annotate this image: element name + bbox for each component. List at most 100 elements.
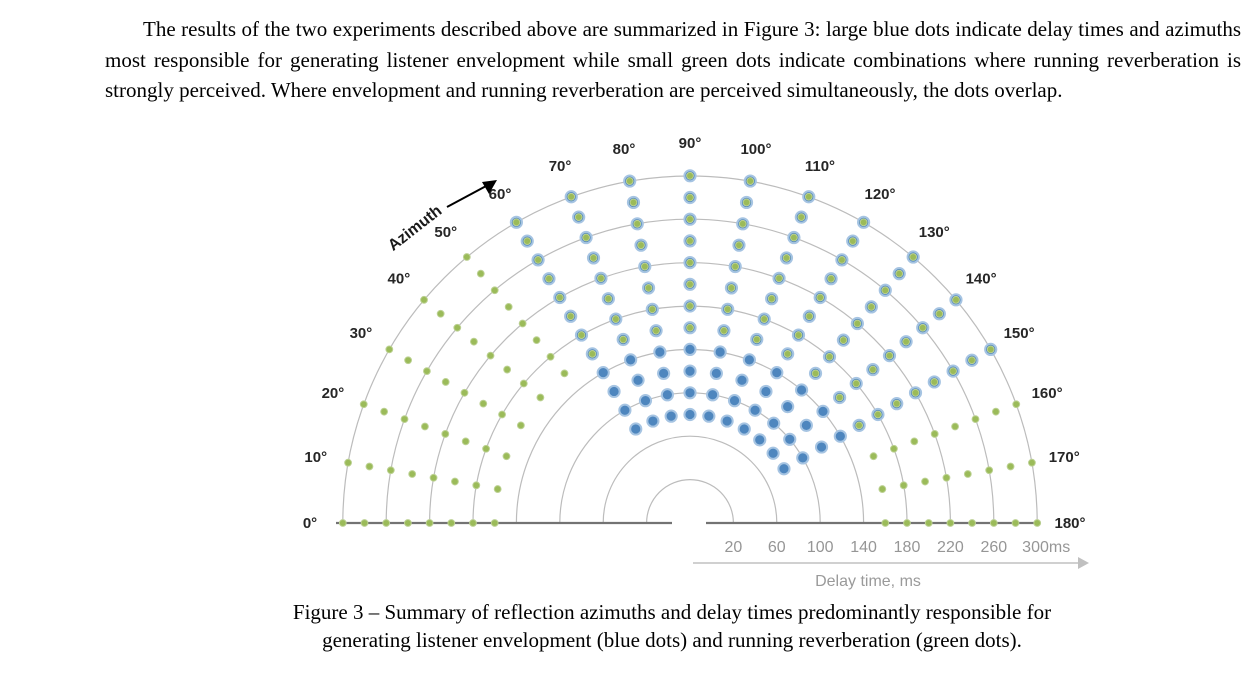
green-dot	[909, 253, 918, 261]
green-dot	[892, 399, 901, 408]
blue-dot	[833, 429, 847, 443]
green-dot	[588, 349, 597, 358]
green-dot	[686, 258, 694, 267]
green-dot	[490, 286, 499, 295]
azimuth-tick-label: 20°	[322, 385, 345, 402]
green-dot	[447, 519, 456, 527]
green-dot	[482, 444, 490, 453]
green-dot	[637, 241, 645, 250]
green-dot	[1028, 458, 1036, 467]
blue-dot	[735, 373, 749, 387]
green-dot	[895, 269, 904, 278]
azimuth-tick-label: 50°	[434, 224, 457, 241]
green-dot	[532, 336, 541, 345]
green-dot	[738, 219, 747, 228]
green-dot	[441, 378, 450, 386]
green-dot	[453, 323, 462, 332]
azimuth-tick-label: 30°	[350, 325, 373, 342]
green-dot	[611, 315, 620, 323]
green-dot	[1012, 400, 1021, 409]
green-dot	[574, 213, 583, 222]
azimuth-tick-label: 120°	[864, 186, 895, 203]
green-dot	[648, 305, 657, 314]
green-dot	[486, 351, 495, 360]
azimuth-arrow-line	[446, 184, 489, 208]
azimuth-tick-label: 140°	[966, 271, 997, 288]
blue-dot	[638, 394, 653, 408]
green-dot	[421, 422, 429, 431]
green-dot	[816, 293, 825, 302]
green-dot	[686, 323, 694, 332]
green-dot	[885, 351, 894, 360]
azimuth-arrowhead-icon	[482, 180, 497, 194]
green-dot	[720, 326, 728, 335]
green-dot	[386, 466, 395, 475]
green-dot	[400, 415, 409, 423]
green-dot	[899, 481, 908, 490]
delay-ring-gridline	[602, 435, 778, 524]
green-dot	[935, 309, 944, 318]
green-dot	[686, 280, 694, 289]
delay-ring-gridline	[646, 479, 734, 524]
delay-tick-label: 260	[980, 539, 1007, 556]
green-dot	[752, 335, 761, 344]
delay-tick-label: 60	[768, 539, 786, 556]
delay-axis-arrowhead-icon	[1078, 557, 1089, 569]
green-dot	[479, 399, 488, 408]
green-dot	[686, 193, 694, 202]
blue-dot	[607, 384, 621, 399]
green-dot	[518, 319, 527, 328]
green-dot	[827, 274, 835, 283]
green-dot	[408, 470, 417, 478]
green-dot	[462, 253, 471, 261]
green-dot	[890, 444, 898, 453]
green-dot	[604, 294, 613, 303]
blue-dot	[660, 388, 674, 402]
green-dot	[921, 477, 929, 486]
azimuth-tick-label: 150°	[1004, 325, 1035, 342]
green-dot	[848, 237, 857, 246]
azimuth-tick-label: 70°	[549, 158, 572, 175]
green-dot	[516, 421, 525, 430]
delay-tick-label: 140	[850, 539, 877, 556]
azimuth-tick-label: 80°	[613, 141, 636, 158]
azimuth-tick-label: 60°	[489, 186, 512, 203]
green-dot	[989, 519, 998, 527]
figure-caption-line1: Figure 3 – Summary of reflection azimuth…	[292, 600, 1052, 624]
azimuth-tick-label: 100°	[740, 141, 771, 158]
blue-dot	[748, 403, 762, 417]
azimuth-tick-label: 0°	[303, 515, 317, 532]
green-dot	[560, 369, 569, 378]
blue-dot	[713, 345, 727, 359]
green-dot	[686, 302, 694, 310]
green-dot	[441, 430, 450, 438]
green-dot	[852, 379, 861, 388]
green-dot	[924, 519, 933, 527]
green-dot	[577, 331, 586, 339]
green-dot	[986, 345, 995, 354]
green-dot	[742, 198, 751, 207]
green-dot	[963, 470, 972, 478]
green-dot	[498, 410, 506, 419]
green-dot	[869, 452, 878, 461]
green-dot	[985, 466, 994, 475]
green-dot	[504, 302, 513, 311]
green-dot	[918, 323, 927, 332]
green-dot	[382, 519, 391, 527]
delay-tick-label: 220	[937, 539, 964, 556]
green-dot	[502, 452, 511, 461]
delay-tick-label: 100	[807, 539, 834, 556]
blue-dot	[737, 422, 751, 436]
green-dot	[360, 519, 369, 527]
green-dot	[582, 233, 590, 242]
green-dot	[625, 177, 634, 185]
green-dot	[404, 519, 412, 527]
green-dot	[633, 219, 642, 228]
blue-dot	[770, 366, 784, 380]
green-dot	[512, 218, 521, 227]
green-dot	[881, 286, 890, 295]
green-dot	[767, 294, 776, 303]
green-dot	[536, 393, 545, 402]
green-dot	[429, 473, 438, 482]
